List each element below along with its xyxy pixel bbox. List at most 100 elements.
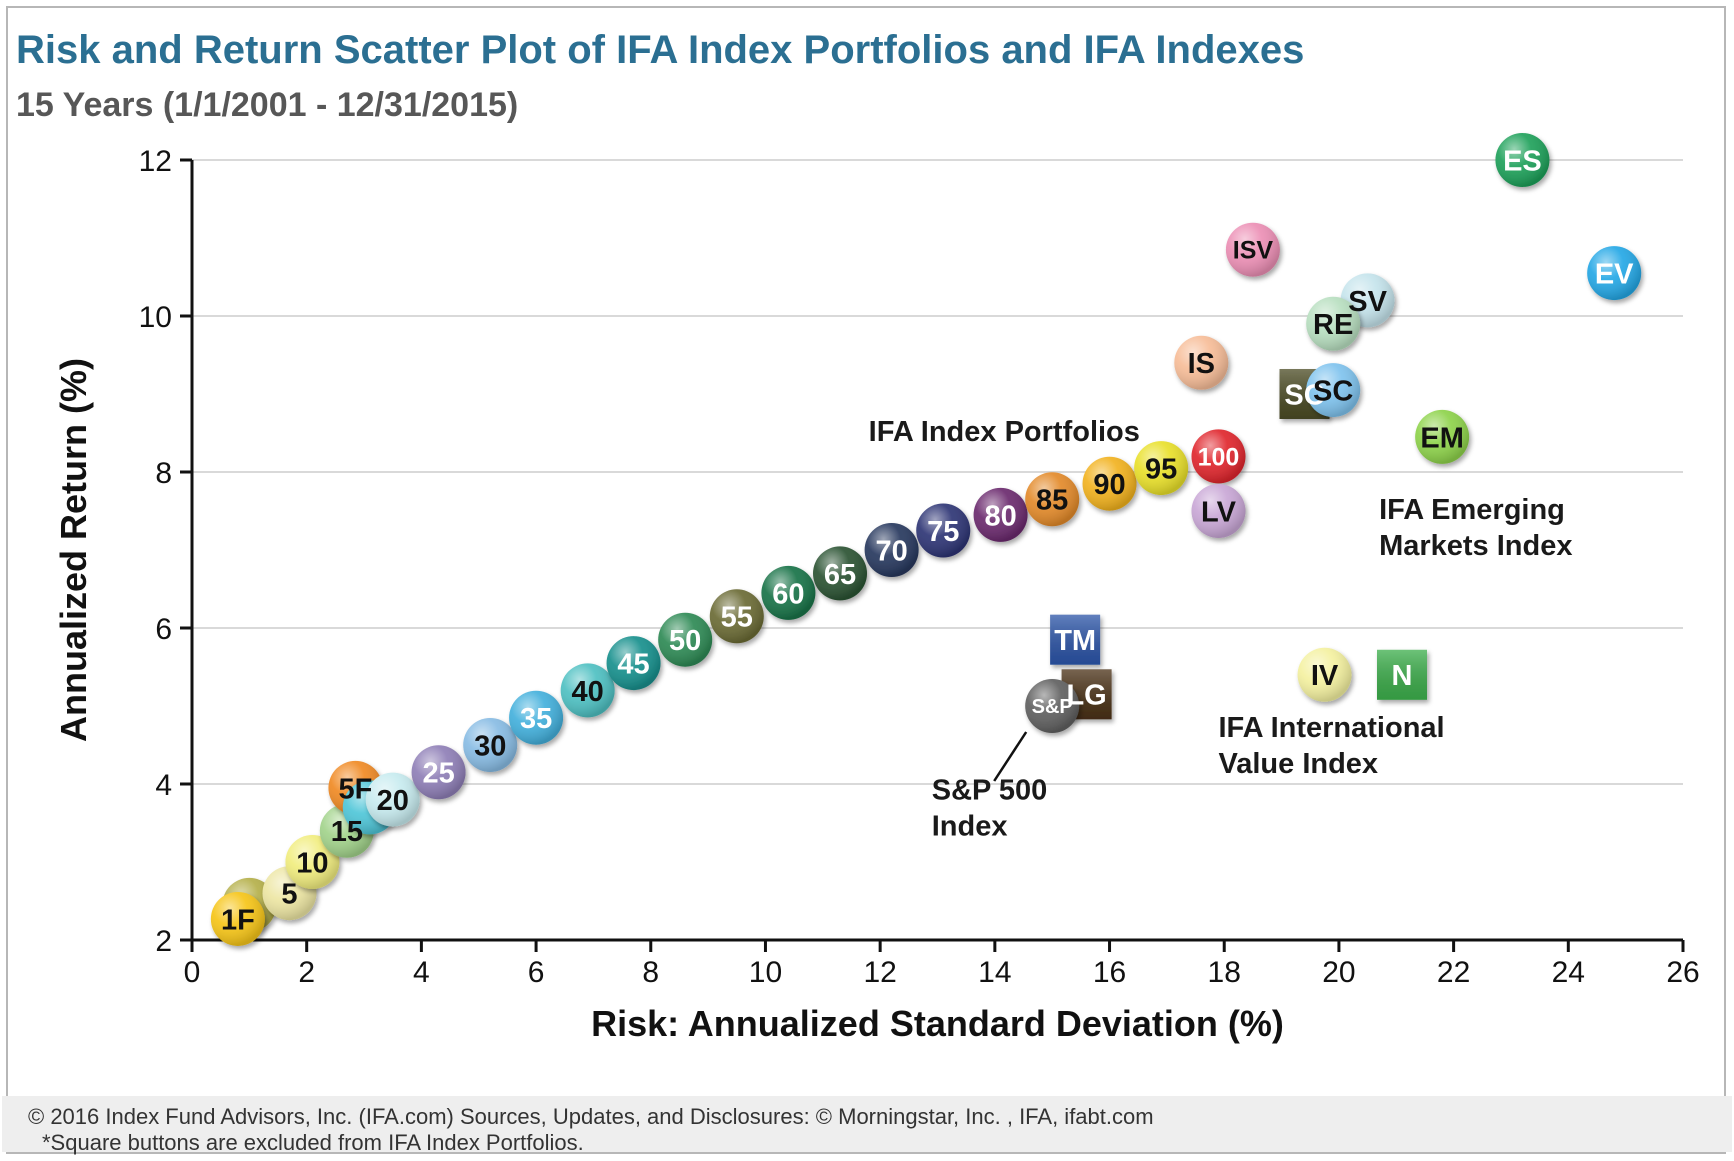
point-label: 20 — [377, 785, 409, 817]
circle-marker-shine — [1025, 679, 1080, 733]
point-label: EV — [1595, 259, 1634, 291]
sp500-leader-line — [993, 731, 1028, 782]
circle-marker-shine — [1025, 472, 1080, 527]
y-axis-title: Annualized Return (%) — [53, 358, 94, 742]
y-tick-label: 12 — [139, 145, 172, 178]
x-tick-label: 6 — [528, 956, 545, 989]
point-label: 10 — [296, 847, 328, 879]
circle-marker — [1587, 246, 1642, 301]
circle-marker-shine — [1495, 133, 1550, 187]
chart-subtitle: 15 Years (1/1/2001 - 12/31/2015) — [16, 86, 519, 124]
circle-marker — [1082, 456, 1137, 511]
circle-marker — [658, 612, 713, 667]
point-label: LV — [1201, 496, 1237, 528]
circle-marker-shine — [761, 565, 816, 620]
point-label: 60 — [772, 578, 804, 610]
point-label: RE — [1313, 309, 1353, 341]
square-marker-shine — [1377, 649, 1428, 700]
point-label: SC — [1313, 376, 1353, 408]
circle-marker-shine — [658, 612, 713, 667]
circle-marker — [916, 503, 971, 558]
circle-marker-shine — [973, 487, 1028, 542]
circle-marker — [1174, 335, 1229, 390]
x-tick-label: 8 — [642, 956, 659, 989]
annotation-label: IFA Index Portfolios — [869, 416, 1140, 448]
point-label: 90 — [1093, 469, 1125, 501]
circle-marker — [1191, 484, 1246, 538]
point-label: EM — [1420, 422, 1464, 454]
footer: © 2016 Index Fund Advisors, Inc. (IFA.co… — [2, 1096, 1732, 1155]
circle-marker — [210, 891, 265, 946]
point-label: 35 — [520, 703, 552, 735]
footer-note: *Square buttons are excluded from IFA In… — [42, 1130, 584, 1155]
circle-marker-shine — [813, 546, 868, 601]
x-tick-label: 0 — [184, 956, 201, 989]
y-tick-label: 8 — [155, 457, 172, 490]
circle-marker — [365, 772, 420, 827]
circle-marker-shine — [1587, 246, 1642, 301]
point-label: LG — [1066, 680, 1106, 712]
point-label: 15 — [331, 816, 363, 848]
square-marker — [1050, 614, 1101, 665]
circle-marker-shine — [606, 636, 661, 691]
point-label: TM — [1054, 625, 1096, 657]
circle-marker-shine — [709, 589, 764, 644]
circle-marker — [560, 663, 615, 718]
point-label: ES — [1503, 145, 1542, 177]
circle-marker-shine — [1174, 335, 1229, 390]
circle-marker-shine — [1415, 409, 1470, 464]
x-axis-title: Risk: Annualized Standard Deviation (%) — [591, 1003, 1284, 1044]
circle-marker — [813, 546, 868, 601]
point-label: 100 — [1198, 443, 1240, 471]
x-tick-label: 12 — [863, 956, 896, 989]
circle-marker-shine — [1306, 296, 1361, 351]
annotation-label: S&P 500 Index — [932, 775, 1048, 843]
y-tick-label: 10 — [139, 301, 172, 334]
point-label: 75 — [927, 516, 959, 548]
x-tick-label: 16 — [1093, 956, 1126, 989]
circle-marker — [1025, 679, 1080, 733]
circle-marker — [1025, 472, 1080, 527]
x-tick-label: 14 — [978, 956, 1011, 989]
annotation-label: IFA International Value Index — [1218, 712, 1444, 780]
circle-marker-shine — [916, 503, 971, 558]
point-label: 95 — [1145, 454, 1177, 486]
circle-marker — [1134, 441, 1189, 496]
y-tick-label: 2 — [155, 925, 172, 958]
point-label: 30 — [474, 730, 506, 762]
circle-marker-shine — [560, 663, 615, 718]
circle-marker — [864, 523, 919, 577]
point-label: 1F — [221, 904, 255, 936]
circle-marker — [1495, 133, 1550, 187]
circle-marker-shine — [1191, 429, 1246, 484]
circle-marker-shine — [285, 835, 340, 889]
y-tick-label: 6 — [155, 613, 172, 646]
circle-marker — [1415, 409, 1470, 464]
circle-marker — [1191, 429, 1246, 484]
circle-marker — [509, 690, 564, 745]
x-tick-label: 4 — [413, 956, 430, 989]
circle-marker — [411, 745, 466, 800]
circle-marker-shine — [864, 523, 919, 577]
circle-marker-shine — [1225, 222, 1280, 277]
circle-marker-shine — [1082, 456, 1137, 511]
circle-marker-shine — [365, 772, 420, 827]
circle-marker — [1306, 296, 1361, 351]
point-label: N — [1392, 660, 1413, 692]
point-label: 25 — [422, 758, 454, 790]
point-label: 55 — [721, 602, 753, 634]
circle-marker-shine — [1134, 441, 1189, 496]
x-tick-label: 26 — [1666, 956, 1699, 989]
point-label: SV — [1348, 286, 1387, 318]
point-label: S&P — [1032, 696, 1073, 718]
point-label: 45 — [617, 649, 649, 681]
circle-marker-shine — [1191, 484, 1246, 538]
circle-marker — [606, 636, 661, 691]
x-tick-label: 2 — [298, 956, 315, 989]
x-tick-label: 18 — [1208, 956, 1241, 989]
circle-marker-shine — [411, 745, 466, 800]
circle-marker — [1297, 647, 1352, 702]
point-label: 5 — [281, 879, 297, 911]
chart-title: Risk and Return Scatter Plot of IFA Inde… — [16, 28, 1305, 72]
